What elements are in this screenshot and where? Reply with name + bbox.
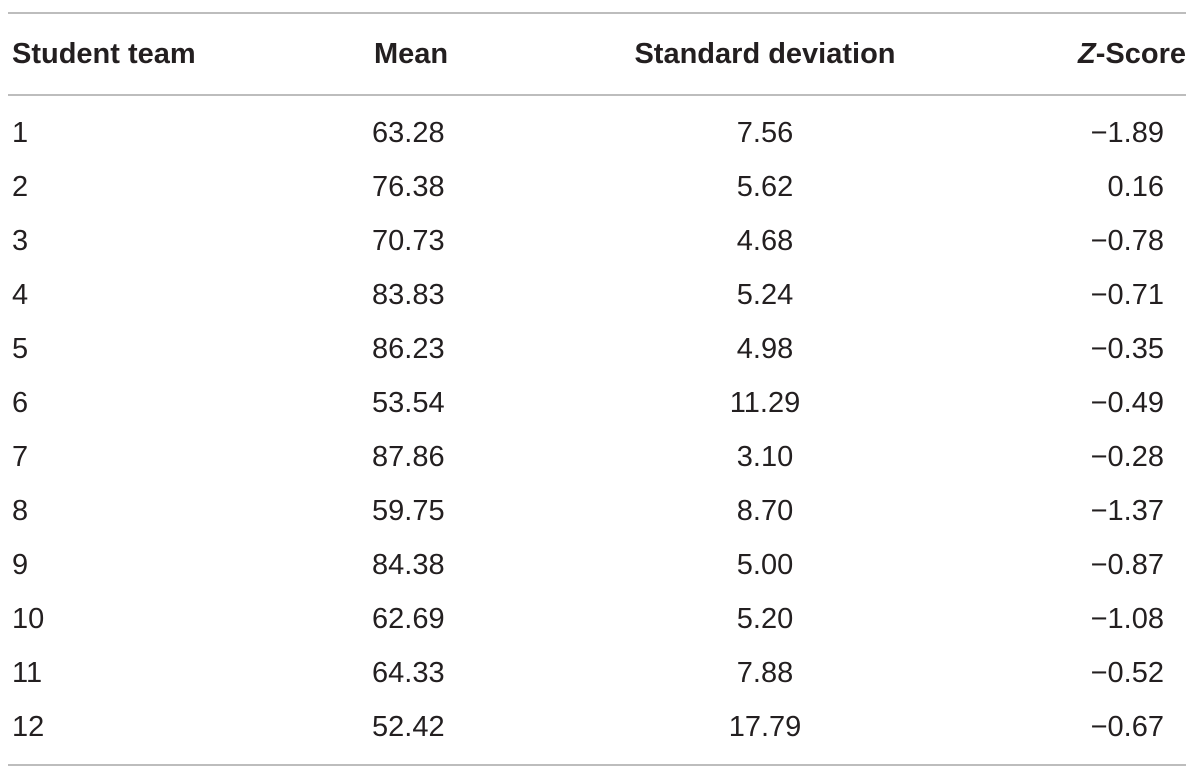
cell-student-team: 6 xyxy=(12,386,29,419)
cell-mean: 84.38 xyxy=(372,548,445,581)
cell-student-team: 8 xyxy=(12,494,29,527)
cell-student-team: 2 xyxy=(12,170,29,203)
table-row: 8 59.75 8.70 −1.37 xyxy=(8,484,1186,538)
cell-z-score: 0.16 xyxy=(1107,170,1164,203)
table-row: 3 70.73 4.68 −0.78 xyxy=(8,214,1186,268)
cell-z-score: −1.37 xyxy=(1090,494,1164,527)
header-row: Student team Mean Standard deviation Z -S… xyxy=(8,14,1186,94)
cell-z-score: −0.28 xyxy=(1090,440,1164,473)
table-row: 10 62.69 5.20 −1.08 xyxy=(8,592,1186,646)
header-z-letter: Z xyxy=(1078,37,1096,70)
header-standard-deviation: Standard deviation xyxy=(634,37,896,70)
cell-z-score: −1.89 xyxy=(1090,116,1164,149)
cell-z-score: −0.35 xyxy=(1090,332,1164,365)
cell-standard-deviation: 5.24 xyxy=(736,278,794,311)
table-row: 9 84.38 5.00 −0.87 xyxy=(8,538,1186,592)
cell-z-score: −0.49 xyxy=(1090,386,1164,419)
table-row: 7 87.86 3.10 −0.28 xyxy=(8,430,1186,484)
cell-student-team: 5 xyxy=(12,332,29,365)
table-body: 1 63.28 7.56 −1.89 2 76.38 5.62 0.16 3 70.73 4.68 −… xyxy=(8,106,1186,754)
cell-mean: 64.33 xyxy=(372,656,445,689)
cell-student-team: 9 xyxy=(12,548,29,581)
cell-mean: 76.38 xyxy=(372,170,445,203)
cell-standard-deviation: 8.70 xyxy=(736,494,794,527)
header-mean: Mean xyxy=(374,37,449,70)
table-row: 12 52.42 17.79 −0.67 xyxy=(8,700,1186,754)
cell-mean: 83.83 xyxy=(372,278,445,311)
data-table: Student team Mean Standard deviation Z -S… xyxy=(8,12,1186,766)
table-row: 11 64.33 7.88 −0.52 xyxy=(8,646,1186,700)
cell-standard-deviation: 5.62 xyxy=(736,170,794,203)
cell-mean: 53.54 xyxy=(372,386,445,419)
cell-z-score: −0.87 xyxy=(1090,548,1164,581)
table-row: 5 86.23 4.98 −0.35 xyxy=(8,322,1186,376)
cell-student-team: 7 xyxy=(12,440,29,473)
table-row: 2 76.38 5.62 0.16 xyxy=(8,160,1186,214)
cell-student-team: 11 xyxy=(12,656,43,689)
cell-mean: 87.86 xyxy=(372,440,445,473)
cell-mean: 70.73 xyxy=(372,224,445,257)
cell-standard-deviation: 4.68 xyxy=(736,224,794,257)
cell-standard-deviation: 17.79 xyxy=(728,710,802,743)
cell-mean: 62.69 xyxy=(372,602,445,635)
header-z-score: Z -Score xyxy=(1078,14,1186,94)
cell-standard-deviation: 7.88 xyxy=(736,656,794,689)
header-z-suffix: -Score xyxy=(1095,37,1186,70)
cell-standard-deviation: 4.98 xyxy=(736,332,794,365)
table-row: 4 83.83 5.24 −0.71 xyxy=(8,268,1186,322)
cell-standard-deviation: 5.20 xyxy=(736,602,794,635)
cell-standard-deviation: 7.56 xyxy=(736,116,794,149)
cell-mean: 86.23 xyxy=(372,332,445,365)
header-student-team: Student team xyxy=(12,37,196,70)
bottom-rule xyxy=(8,764,1186,766)
cell-z-score: −0.52 xyxy=(1090,656,1164,689)
top-rule xyxy=(8,12,1186,14)
cell-standard-deviation: 11.29 xyxy=(729,386,801,419)
cell-student-team: 12 xyxy=(12,710,45,743)
cell-student-team: 4 xyxy=(12,278,29,311)
header-rule xyxy=(8,94,1186,96)
table-row: 1 63.28 7.56 −1.89 xyxy=(8,106,1186,160)
cell-z-score: −0.67 xyxy=(1090,710,1164,743)
cell-z-score: −0.71 xyxy=(1090,278,1164,311)
cell-mean: 59.75 xyxy=(372,494,445,527)
cell-student-team: 3 xyxy=(12,224,29,257)
cell-standard-deviation: 3.10 xyxy=(736,440,794,473)
cell-z-score: −0.78 xyxy=(1090,224,1164,257)
cell-mean: 52.42 xyxy=(372,710,445,743)
cell-standard-deviation: 5.00 xyxy=(736,548,794,581)
table-row: 6 53.54 11.29 −0.49 xyxy=(8,376,1186,430)
cell-z-score: −1.08 xyxy=(1090,602,1164,635)
cell-student-team: 10 xyxy=(12,602,45,635)
cell-student-team: 1 xyxy=(12,116,29,149)
cell-mean: 63.28 xyxy=(372,116,445,149)
